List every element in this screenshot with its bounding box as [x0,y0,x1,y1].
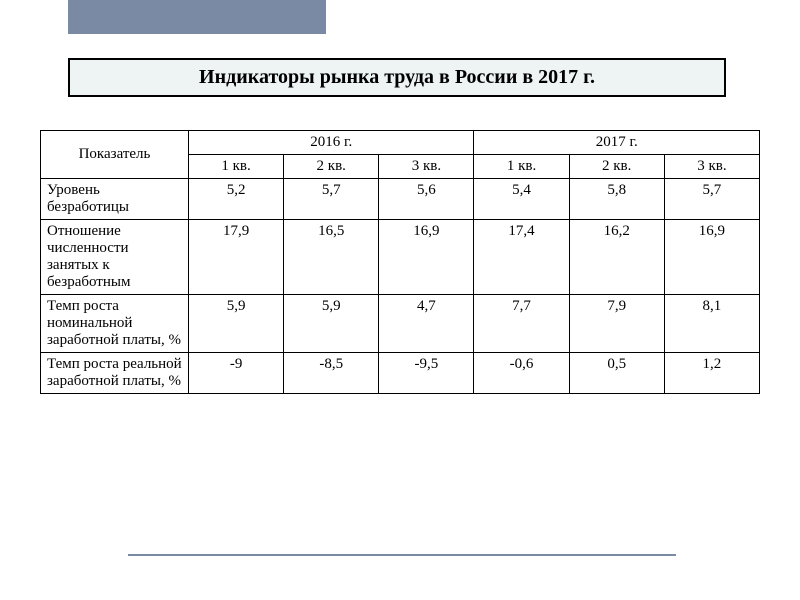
value-cell: -9,5 [379,353,474,394]
indicator-cell: Темп роста номинальной заработной платы,… [41,295,189,353]
value-cell: 7,9 [569,295,664,353]
col-header-q1-2017: 1 кв. [474,155,569,179]
value-cell: 5,9 [284,295,379,353]
value-cell: 4,7 [379,295,474,353]
decorative-bottom-rule [128,554,676,556]
table-row: Темп роста номинальной заработной платы,… [41,295,760,353]
value-cell: 1,2 [664,353,759,394]
value-cell: 5,8 [569,179,664,220]
value-cell: 5,6 [379,179,474,220]
value-cell: 5,7 [664,179,759,220]
col-header-q1-2016: 1 кв. [189,155,284,179]
value-cell: 5,2 [189,179,284,220]
page-title: Индикаторы рынка труда в России в 2017 г… [68,58,726,97]
value-cell: -9 [189,353,284,394]
value-cell: -8,5 [284,353,379,394]
value-cell: 17,4 [474,220,569,295]
table-row: Темп роста реальной заработной платы, % … [41,353,760,394]
value-cell: 5,4 [474,179,569,220]
value-cell: -0,6 [474,353,569,394]
col-header-year-2017: 2017 г. [474,131,760,155]
value-cell: 16,9 [664,220,759,295]
col-header-indicator: Показатель [41,131,189,179]
col-header-q3-2016: 3 кв. [379,155,474,179]
table-row: Отношение численности занятых к безработ… [41,220,760,295]
indicator-cell: Уровень безработицы [41,179,189,220]
value-cell: 16,9 [379,220,474,295]
value-cell: 16,2 [569,220,664,295]
table-header-row-years: Показатель 2016 г. 2017 г. [41,131,760,155]
value-cell: 16,5 [284,220,379,295]
col-header-q3-2017: 3 кв. [664,155,759,179]
labor-market-table-container: Показатель 2016 г. 2017 г. 1 кв. 2 кв. 3… [40,130,760,394]
value-cell: 5,7 [284,179,379,220]
col-header-q2-2017: 2 кв. [569,155,664,179]
labor-market-table: Показатель 2016 г. 2017 г. 1 кв. 2 кв. 3… [40,130,760,394]
table-row: Уровень безработицы 5,2 5,7 5,6 5,4 5,8 … [41,179,760,220]
value-cell: 0,5 [569,353,664,394]
decorative-top-stripe [68,0,326,34]
value-cell: 17,9 [189,220,284,295]
value-cell: 5,9 [189,295,284,353]
value-cell: 7,7 [474,295,569,353]
indicator-cell: Темп роста реальной заработной платы, % [41,353,189,394]
col-header-q2-2016: 2 кв. [284,155,379,179]
col-header-year-2016: 2016 г. [189,131,474,155]
value-cell: 8,1 [664,295,759,353]
indicator-cell: Отношение численности занятых к безработ… [41,220,189,295]
